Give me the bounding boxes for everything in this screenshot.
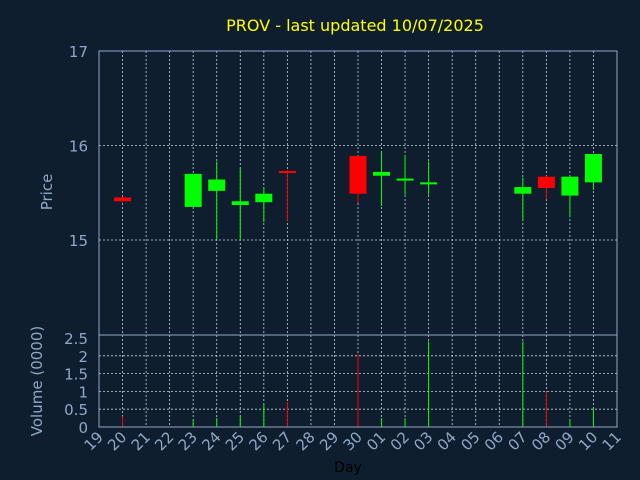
candle-02 — [396, 154, 414, 195]
candle-03 — [420, 161, 438, 195]
candle-body — [114, 197, 132, 202]
candle-body — [514, 187, 532, 194]
candle-body — [231, 201, 249, 206]
volume-tick-label: 1.5 — [64, 366, 88, 384]
candle-body — [420, 182, 438, 185]
volume-tick-label: 0.5 — [64, 401, 88, 419]
candle-01 — [373, 152, 391, 206]
x-axis-label: Day — [334, 460, 362, 476]
candle-body — [349, 155, 367, 194]
candle-23 — [184, 173, 202, 207]
volume-y-ticks: 00.511.522.5 — [64, 330, 88, 437]
candle-10 — [584, 154, 602, 190]
volume-bars — [122, 341, 594, 427]
volume-tick-label: 2.5 — [64, 330, 88, 348]
candle-body — [278, 171, 296, 174]
price-tick-label: 16 — [69, 138, 88, 156]
candles — [114, 152, 602, 241]
candle-26 — [255, 188, 273, 223]
volume-tick-label: 1 — [78, 383, 88, 401]
candle-body — [396, 178, 414, 181]
candle-body — [255, 193, 273, 203]
candle-24 — [208, 161, 226, 240]
x-ticks: 1920212223242526272829300102030405060708… — [81, 428, 625, 454]
volume-tick-label: 2 — [78, 348, 88, 366]
volume-tick-label: 0 — [78, 419, 88, 437]
price-tick-label: 17 — [69, 43, 88, 61]
chart-title: PROV - last updated 10/07/2025 — [226, 16, 484, 35]
candle-07 — [514, 177, 532, 222]
candle-body — [537, 176, 555, 189]
candle-body — [184, 173, 202, 207]
price-tick-label: 15 — [69, 232, 88, 250]
volume-axis-label: Volume (0000) — [28, 326, 46, 436]
volume-panel-frame — [98, 334, 618, 428]
price-y-ticks: 15 16 17 — [69, 43, 88, 250]
candle-30 — [349, 155, 367, 204]
candle-27 — [278, 170, 296, 222]
price-axis-label: Price — [38, 174, 56, 211]
candle-body — [584, 154, 602, 183]
candle-08 — [537, 175, 555, 200]
candle-body — [561, 176, 579, 196]
candle-25 — [231, 168, 249, 241]
candle-body — [373, 171, 391, 176]
candle-09 — [561, 175, 579, 218]
candle-body — [208, 179, 226, 191]
candle-20 — [114, 196, 132, 203]
